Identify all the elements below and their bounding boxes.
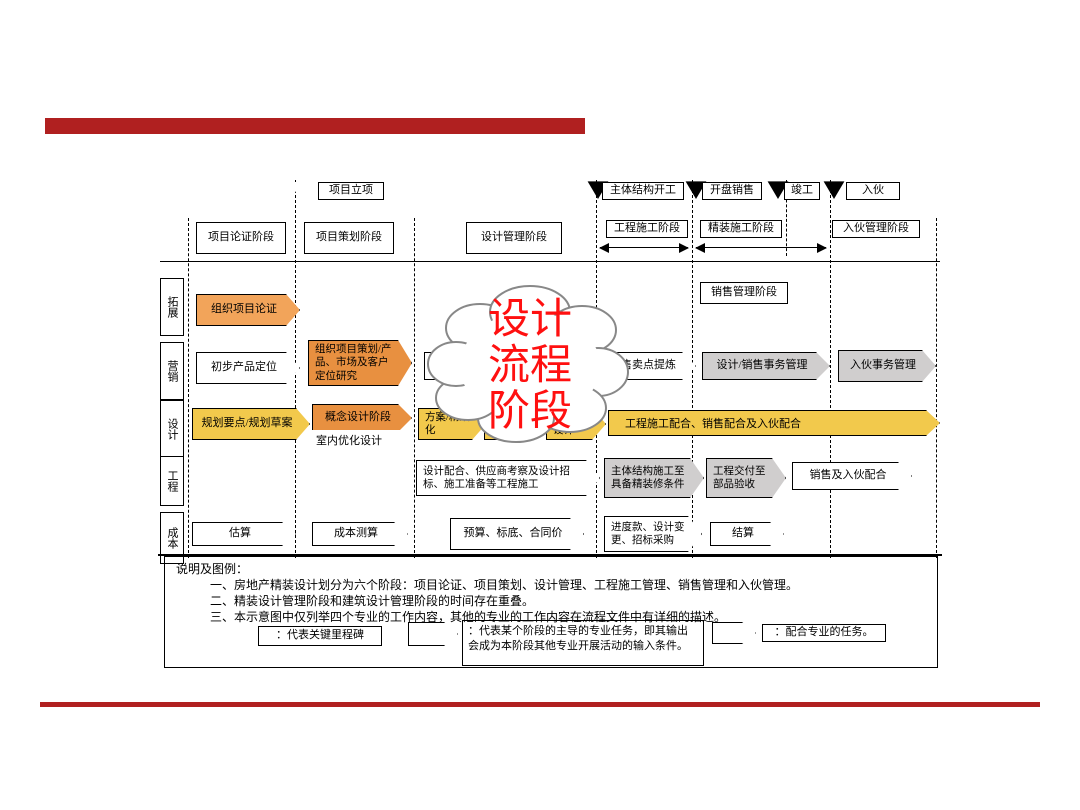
header-red-bar [45,118,585,134]
footer-red-bar [40,702,1040,707]
task-arrow: 成本测算 [312,522,408,546]
phase-span-arrow [696,247,826,248]
legend-text-frame [462,620,704,666]
vline [936,218,937,558]
vline [830,180,831,558]
milestone-label: 主体结构开工 [602,182,684,200]
phase-span-arrow [600,247,688,248]
task-arrow: 工程交付至部品验收 [706,458,786,498]
phase-box: 精装施工阶段 [700,220,782,238]
task-arrow: 预算、标底、合同价 [450,518,584,550]
milestone-label: 项目立项 [318,182,384,200]
task-arrow: 规划要点/规划草案 [192,408,310,440]
row-label: 拓展 [160,278,184,336]
milestone-marker-icon [290,182,310,200]
row-label: 营销 [160,342,184,400]
vline [188,218,189,558]
phase-box: 项目论证阶段 [196,222,286,254]
sales-stage-box: 销售管理阶段 [700,282,788,304]
phase-box: 工程施工阶段 [606,220,688,238]
task-arrow: 概念设计阶段 [312,404,412,432]
task-arrow: 销售及入伙配合 [792,462,912,490]
task-arrow: 设计/销售事务管理 [702,352,830,380]
legend-triangle-icon [230,626,250,644]
milestone-label: 入伙 [846,182,900,200]
vline [414,218,415,558]
task-arrow-long: 工程施工配合、销售配合及入伙配合 [608,410,940,436]
legend-text: ：配合专业的任务。 [762,624,886,642]
task-subtext: 室内优化设计 [312,430,404,454]
row-label: 工程 [160,456,184,506]
milestone-marker-icon [826,184,842,198]
task-arrow: 结算 [710,522,784,546]
row-label: 设计 [160,400,184,458]
phase-box: 项目策划阶段 [304,222,394,254]
task-arrow: 估算 [192,522,296,546]
legend-text: ：代表关键里程碑 [258,626,382,646]
task-arrow: 主体结构施工至具备精装修条件 [604,458,704,498]
task-arrow: 组织项目论证 [196,294,300,326]
milestone-label: 竣工 [784,182,820,200]
task-arrow: 组织项目策划/产品、市场及客户定位研究 [308,340,412,386]
task-arrow: 设计配合、供应商考察及设计招标、施工准备等工程施工 [416,460,600,496]
task-arrow: 初步产品定位 [196,352,300,384]
slide: 项目立项 主体结构开工 开盘销售 竣工 入伙 项目论证阶段 项目策划阶段 设计管… [0,0,1080,810]
phase-baseline [160,261,940,262]
phase-box: 入伙管理阶段 [832,220,920,238]
task-arrow: 进度款、设计变更、招标采购 [604,516,702,552]
task-arrow: 入伙事务管理 [838,350,936,382]
callout-title: 设计 流程 阶段 [470,296,590,435]
milestone-label: 开盘销售 [702,182,762,200]
phase-box: 设计管理阶段 [466,222,562,254]
